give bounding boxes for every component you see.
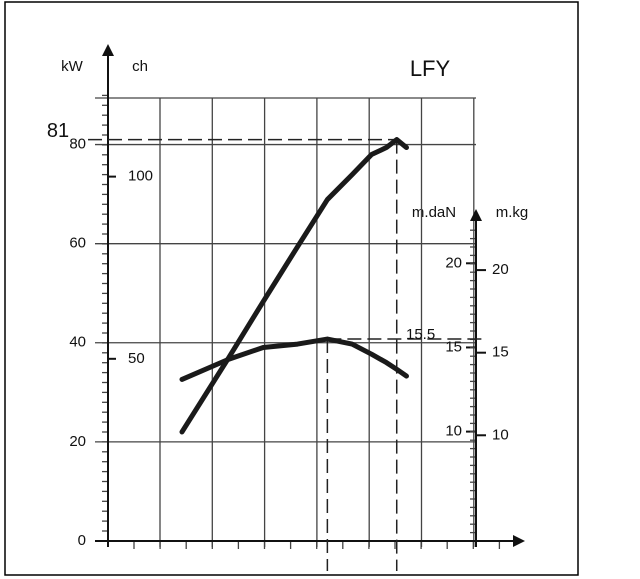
y-axis-label: kW <box>61 58 84 75</box>
ch-tick-label: 100 <box>128 168 153 185</box>
y2-tick-label: 20 <box>445 254 462 271</box>
y2-axis-label: m.daN <box>412 204 456 221</box>
y-tick-label: 80 <box>69 136 86 153</box>
annotation: 15.5 <box>406 326 435 343</box>
ch-axis-label: ch <box>132 58 148 75</box>
y-tick-label: 20 <box>69 433 86 450</box>
annotation: 81 <box>47 120 69 142</box>
kg-tick-label: 10 <box>492 426 509 443</box>
chart-title: LFY <box>410 56 451 81</box>
frame <box>4 1 579 576</box>
kg-axis-label: m.kg <box>496 204 529 221</box>
y-tick-label: 40 <box>69 334 86 351</box>
kg-tick-label: 15 <box>492 344 509 361</box>
kg-tick-label: 20 <box>492 261 509 278</box>
curve <box>179 336 409 382</box>
curve <box>179 137 409 435</box>
ch-tick-label: 50 <box>128 350 145 367</box>
y2-tick-label: 10 <box>445 423 462 440</box>
y2-tick-label: 15 <box>445 338 462 355</box>
y-tick-label: 60 <box>69 235 86 252</box>
y-tick-label: 0 <box>78 532 86 549</box>
